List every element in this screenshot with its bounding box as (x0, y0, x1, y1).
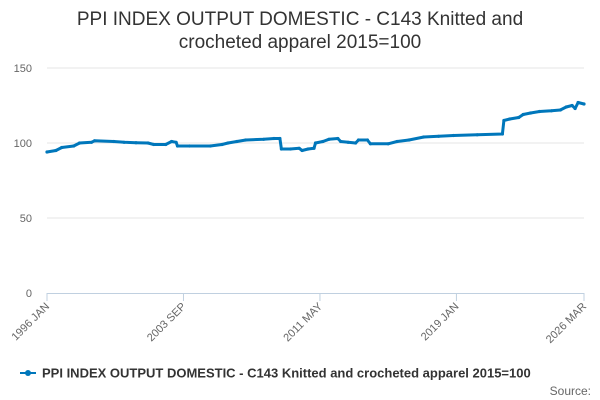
data-point[interactable] (208, 144, 212, 148)
data-point[interactable] (437, 134, 441, 138)
data-point[interactable] (146, 141, 150, 145)
legend-marker-icon (25, 370, 31, 376)
data-point[interactable] (60, 145, 64, 150)
data-point[interactable] (365, 138, 369, 142)
data-point[interactable] (500, 132, 504, 136)
data-point[interactable] (306, 147, 310, 151)
data-point[interactable] (312, 146, 316, 150)
data-point[interactable] (122, 140, 126, 144)
data-point[interactable] (152, 142, 156, 147)
x-tick-label: 2003 SEP (145, 301, 189, 345)
data-point[interactable] (112, 139, 116, 144)
data-point[interactable] (521, 112, 525, 117)
y-tick-label: 100 (14, 138, 32, 150)
y-tick-label: 50 (20, 213, 32, 225)
data-point[interactable] (407, 138, 411, 142)
data-point[interactable] (300, 148, 304, 153)
data-point[interactable] (558, 108, 562, 112)
data-point[interactable] (564, 105, 568, 109)
data-point[interactable] (346, 140, 350, 144)
data-point[interactable] (573, 106, 577, 111)
data-point[interactable] (187, 144, 191, 148)
source-credit: Source: (550, 384, 591, 398)
data-point[interactable] (170, 139, 174, 144)
data-point[interactable] (244, 138, 248, 142)
data-point[interactable] (134, 141, 138, 145)
data-point[interactable] (451, 133, 456, 138)
data-point[interactable] (356, 138, 361, 142)
data-point[interactable] (570, 103, 574, 108)
data-point[interactable] (395, 139, 399, 144)
x-tick-label: 1996 JAN (9, 301, 52, 344)
data-point[interactable] (45, 150, 49, 154)
data-point[interactable] (422, 135, 426, 139)
data-point[interactable] (220, 142, 224, 147)
data-point[interactable] (321, 139, 325, 144)
data-point[interactable] (175, 144, 180, 148)
data-point[interactable] (339, 139, 343, 144)
data-point[interactable] (582, 102, 586, 106)
y-tick-label: 150 (14, 63, 32, 75)
data-point[interactable] (235, 139, 239, 144)
x-tick-label: 2019 JAN (419, 301, 462, 344)
data-point[interactable] (386, 142, 390, 146)
legend-label: PPI INDEX OUTPUT DOMESTIC - C143 Knitted… (42, 366, 531, 381)
data-point[interactable] (368, 142, 372, 146)
data-point[interactable] (54, 148, 58, 153)
data-point[interactable] (89, 140, 94, 144)
series-group (45, 100, 586, 154)
data-point[interactable] (549, 109, 554, 113)
data-point[interactable] (226, 141, 230, 145)
chart-title: PPI INDEX OUTPUT DOMESTIC - C143 Knitted… (0, 8, 600, 54)
x-tick-label: 2011 MAY (281, 300, 325, 344)
legend[interactable]: PPI INDEX OUTPUT DOMESTIC - C143 Knitted… (20, 366, 531, 381)
chart-title-line-2: crocheted apparel 2015=100 (178, 32, 422, 53)
data-point[interactable] (517, 115, 521, 120)
data-point[interactable] (537, 109, 542, 114)
data-point[interactable] (164, 142, 168, 147)
data-point[interactable] (297, 146, 301, 150)
data-point[interactable] (529, 111, 533, 115)
data-point[interactable] (576, 100, 580, 105)
data-point[interactable] (272, 136, 276, 141)
data-point[interactable] (508, 117, 512, 121)
data-point[interactable] (279, 147, 283, 151)
data-point[interactable] (288, 147, 292, 151)
data-point[interactable] (262, 137, 266, 141)
data-point[interactable] (327, 137, 331, 141)
data-point[interactable] (78, 141, 82, 145)
data-point[interactable] (502, 118, 506, 123)
y-axis-ticks: 0 50 100 150 (14, 63, 32, 300)
data-point[interactable] (475, 133, 479, 137)
x-tick-label: 2026 MAR (544, 301, 589, 346)
data-point[interactable] (313, 141, 318, 145)
data-point[interactable] (354, 141, 358, 145)
y-tick-label: 0 (26, 288, 32, 300)
data-point[interactable] (278, 136, 282, 141)
data-point[interactable] (174, 140, 178, 144)
data-point[interactable] (92, 139, 97, 143)
chart-title-line-1: PPI INDEX OUTPUT DOMESTIC - C143 Knitted… (76, 9, 524, 30)
data-point[interactable] (336, 136, 340, 141)
x-axis-ticks: 1996 JAN 2003 SEP 2011 MAY 2019 JAN 2026 MAR (9, 293, 589, 346)
data-point[interactable] (72, 144, 76, 148)
